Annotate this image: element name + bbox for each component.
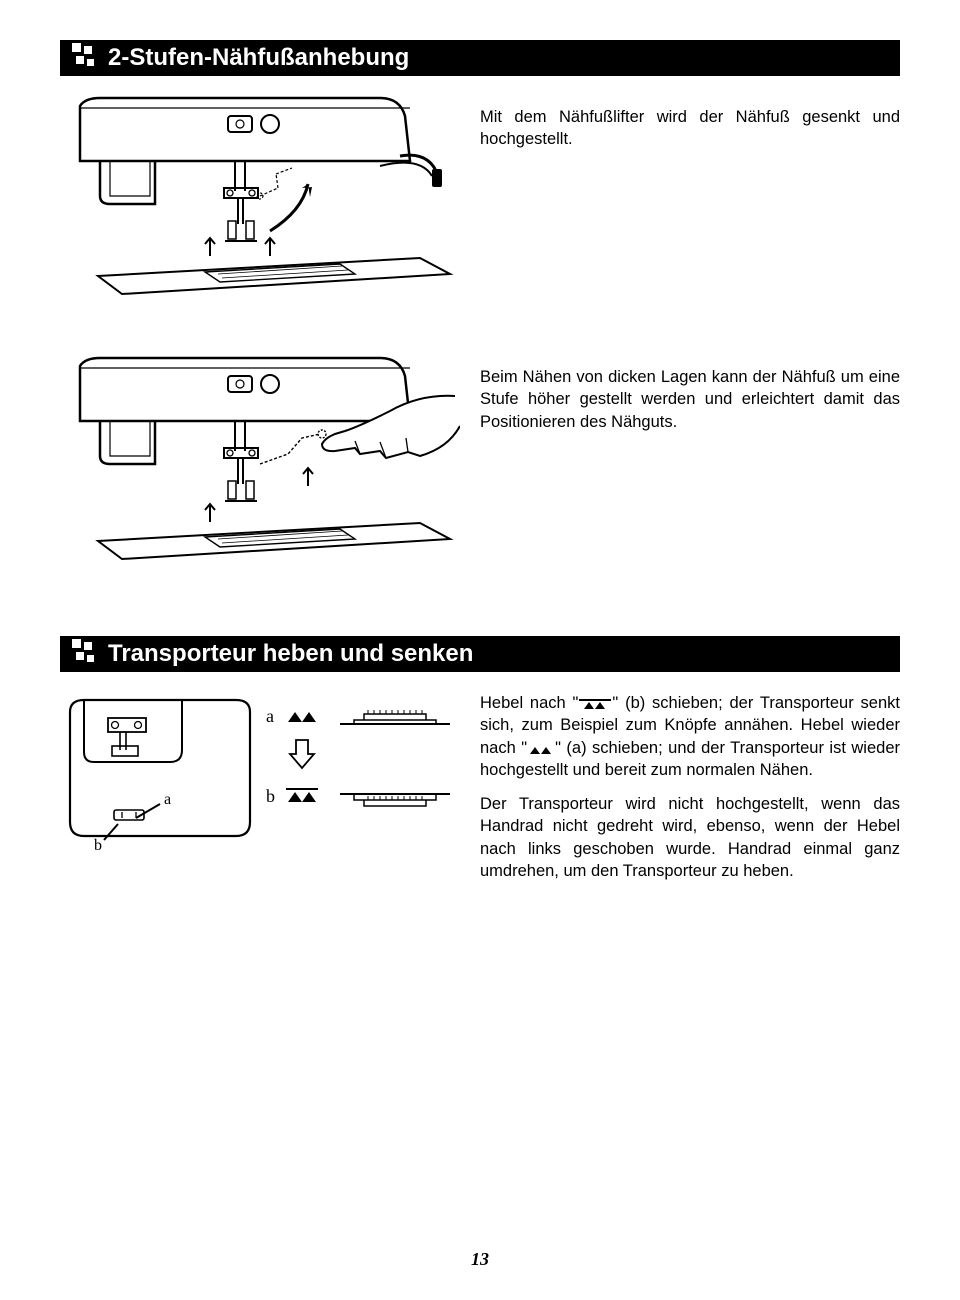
text-column-2: Hebel nach "" (b) schieben; der Transpor… <box>480 692 900 894</box>
header-decoration-icon <box>72 43 100 71</box>
label-b: b <box>266 786 275 806</box>
paragraph-1: Mit dem Nähfußlifter wird der Nähfuß ges… <box>480 96 900 326</box>
section-title-2: Transporteur heben und senken <box>108 640 473 667</box>
svg-text:a: a <box>164 791 171 808</box>
page-number: 13 <box>0 1249 960 1270</box>
header-decoration-icon <box>72 639 100 667</box>
row-2: Beim Nähen von dicken Lagen kann der Näh… <box>60 356 900 596</box>
section-title-1: 2-Stufen-Nähfußanhebung <box>108 44 409 71</box>
svg-text:b: b <box>94 837 102 854</box>
figure-1 <box>60 96 480 326</box>
paragraph-3: Hebel nach "" (b) schieben; der Transpor… <box>480 692 900 781</box>
section-header-2: Transporteur heben und senken <box>60 636 900 672</box>
label-a: a <box>266 706 274 726</box>
figure-3a: a b <box>60 692 260 872</box>
figure-3b: a b <box>260 692 460 872</box>
paragraph-4: Der Transporteur wird nicht hochgestellt… <box>480 793 900 882</box>
figure-2 <box>60 356 480 596</box>
feed-dog-down-icon <box>578 698 612 710</box>
para3-part-a: Hebel nach " <box>480 694 578 712</box>
row-3: a b a <box>60 692 900 894</box>
paragraph-2: Beim Nähen von dicken Lagen kann der Näh… <box>480 356 900 596</box>
section-header-1: 2-Stufen-Nähfußanhebung <box>60 40 900 76</box>
row-1: Mit dem Nähfußlifter wird der Nähfuß ges… <box>60 96 900 326</box>
feed-dog-up-icon <box>527 743 555 755</box>
figure-3-column: a b a <box>60 692 480 894</box>
